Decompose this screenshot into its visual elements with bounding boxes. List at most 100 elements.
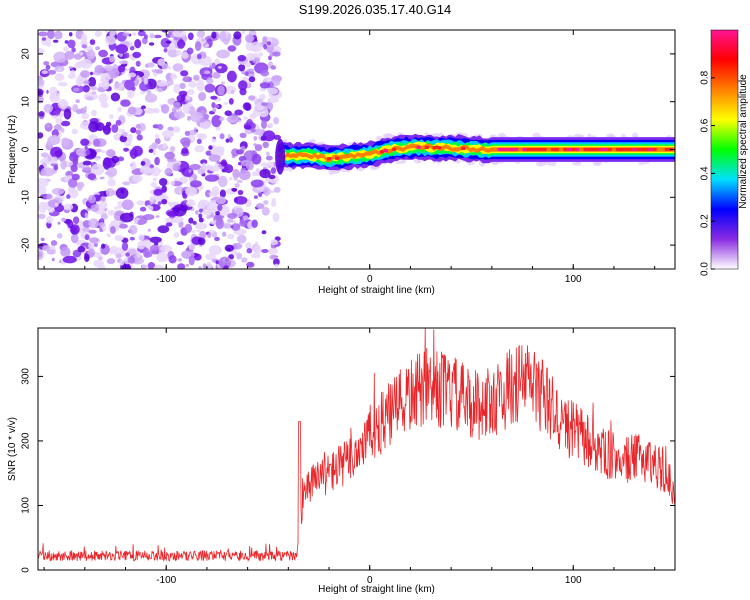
noise-cell bbox=[105, 188, 115, 197]
noise-cell bbox=[115, 253, 122, 259]
noise-cell bbox=[218, 175, 228, 188]
noise-cell bbox=[233, 177, 238, 181]
noise-cell bbox=[67, 220, 74, 229]
noise-cell bbox=[117, 156, 124, 162]
noise-cell bbox=[60, 159, 67, 170]
halo-cell bbox=[455, 159, 461, 164]
snr-y-axis-title: SNR (10 * v/v) bbox=[7, 417, 18, 481]
noise-cell bbox=[245, 242, 252, 250]
noise-cell bbox=[234, 197, 238, 203]
noise-cell bbox=[173, 83, 181, 94]
x-tick-label: 0 bbox=[367, 274, 373, 285]
signal-peak bbox=[616, 147, 620, 152]
signal-peak bbox=[392, 147, 397, 151]
noise-cell bbox=[66, 194, 71, 199]
noise-cell bbox=[85, 149, 91, 156]
noise-cell bbox=[88, 76, 97, 88]
noise-cell bbox=[180, 137, 191, 146]
noise-cell bbox=[172, 163, 181, 172]
noise-cell bbox=[236, 252, 243, 260]
noise-cell bbox=[54, 150, 63, 157]
noise-cell bbox=[127, 106, 137, 115]
noise-cell bbox=[87, 173, 97, 181]
noise-cell bbox=[242, 215, 249, 220]
noise-cell bbox=[272, 212, 280, 223]
noise-cell bbox=[211, 115, 222, 128]
noise-cell bbox=[173, 232, 180, 238]
colorbar-gradient bbox=[711, 30, 738, 269]
noise-cell bbox=[160, 37, 171, 48]
noise-cell bbox=[177, 263, 186, 269]
noise-cell bbox=[233, 31, 242, 40]
noise-cell bbox=[198, 266, 202, 269]
noise-cell bbox=[136, 134, 143, 141]
signal-peak bbox=[595, 147, 600, 152]
x-tick-label: -100 bbox=[156, 575, 176, 586]
noise-cell bbox=[93, 259, 104, 268]
noise-cell bbox=[149, 244, 159, 255]
noise-cell bbox=[188, 80, 197, 88]
noise-cell bbox=[194, 222, 208, 230]
noise-cell bbox=[111, 155, 120, 164]
colorbar-label: Normalized spectral amplitude bbox=[738, 74, 749, 209]
noise-cell bbox=[227, 212, 238, 219]
noise-cell bbox=[75, 76, 83, 87]
signal-peak bbox=[587, 147, 592, 152]
noise-cell bbox=[51, 187, 65, 195]
x-tick-label: 100 bbox=[565, 274, 582, 285]
noise-cell bbox=[270, 190, 276, 194]
colorbar-tick-label: 0.4 bbox=[700, 166, 711, 180]
signal-peak bbox=[648, 147, 653, 152]
noise-cell bbox=[265, 155, 273, 161]
noise-cell bbox=[192, 220, 197, 225]
noise-cell bbox=[149, 34, 156, 39]
noise-cell bbox=[206, 214, 211, 219]
noise-cell bbox=[261, 162, 268, 168]
noise-cell bbox=[110, 245, 118, 254]
noise-cell bbox=[72, 216, 80, 224]
noise-cell bbox=[155, 69, 163, 74]
noise-cell bbox=[201, 38, 206, 42]
noise-cell bbox=[105, 30, 108, 34]
noise-cell bbox=[259, 93, 266, 101]
noise-cell bbox=[187, 108, 191, 111]
noise-cell bbox=[157, 79, 162, 83]
noise-cell bbox=[81, 112, 89, 120]
noise-cell bbox=[202, 162, 207, 170]
noise-cell bbox=[129, 236, 135, 241]
noise-cell bbox=[184, 168, 193, 178]
noise-cell bbox=[172, 63, 184, 72]
noise-cell bbox=[132, 32, 137, 36]
noise-cell bbox=[140, 161, 146, 166]
noise-cell bbox=[147, 62, 155, 68]
noise-cell bbox=[128, 249, 137, 255]
noise-cell bbox=[196, 30, 206, 38]
noise-cell bbox=[88, 121, 99, 133]
noise-cell bbox=[241, 257, 248, 263]
noise-cell bbox=[122, 181, 131, 186]
noise-cell bbox=[216, 49, 231, 59]
noise-cell bbox=[173, 101, 181, 110]
noise-cell bbox=[207, 233, 212, 239]
noise-cell bbox=[206, 77, 214, 85]
spectrogram-marks bbox=[38, 30, 675, 269]
noise-cell bbox=[245, 62, 252, 68]
noise-cell bbox=[45, 64, 51, 70]
noise-cell bbox=[236, 179, 243, 183]
noise-cell bbox=[246, 52, 256, 62]
noise-cell bbox=[243, 102, 251, 109]
noise-cell bbox=[81, 44, 88, 49]
noise-cell bbox=[153, 188, 163, 196]
noise-cell bbox=[198, 217, 204, 223]
noise-cell bbox=[196, 79, 205, 92]
noise-cell bbox=[240, 159, 252, 167]
signal-peak bbox=[327, 157, 331, 161]
noise-cell bbox=[185, 186, 198, 197]
signal-peak bbox=[436, 146, 441, 150]
noise-cell bbox=[161, 63, 169, 70]
noise-cell bbox=[261, 230, 267, 235]
noise-cell bbox=[208, 145, 213, 150]
noise-cell bbox=[53, 164, 59, 171]
noise-cell bbox=[82, 86, 90, 92]
noise-cell bbox=[161, 130, 174, 138]
